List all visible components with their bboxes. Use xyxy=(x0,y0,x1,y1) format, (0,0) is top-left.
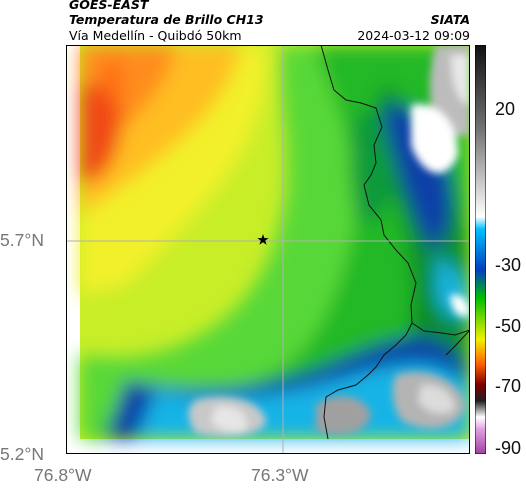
product-title: Temperatura de Brillo CH13 xyxy=(69,12,264,27)
source-label: SIATA xyxy=(430,12,470,27)
colorbar-tick-minus70: -70 xyxy=(495,376,522,396)
temperature-field xyxy=(80,45,470,439)
graticule xyxy=(66,45,470,454)
datetime-label: 2024-03-12 09:09 xyxy=(357,28,470,43)
map-frame xyxy=(66,45,470,454)
colorbar xyxy=(475,45,486,454)
coastline-borders xyxy=(320,45,470,440)
lat-tick-5-2: 5.2°N xyxy=(0,444,44,464)
region-label: Vía Medellín - Quibdó 50km xyxy=(69,28,242,43)
star-marker xyxy=(257,234,269,245)
satellite-name: GOES-EAST xyxy=(69,0,149,12)
colorbar-tick-minus50: -50 xyxy=(495,316,522,336)
colorbar-tick-minus90: -90 xyxy=(495,438,522,458)
lon-tick-76-8: 76.8°W xyxy=(34,465,92,485)
lat-tick-5-7: 5.7°N xyxy=(0,230,44,250)
lon-tick-76-3: 76.3°W xyxy=(251,465,309,485)
colorbar-tick-20: 20 xyxy=(495,99,516,119)
brightness-temperature-map xyxy=(66,45,470,454)
cold-cloud-tops xyxy=(188,45,470,437)
colorbar-tick-minus30: -30 xyxy=(495,255,522,275)
